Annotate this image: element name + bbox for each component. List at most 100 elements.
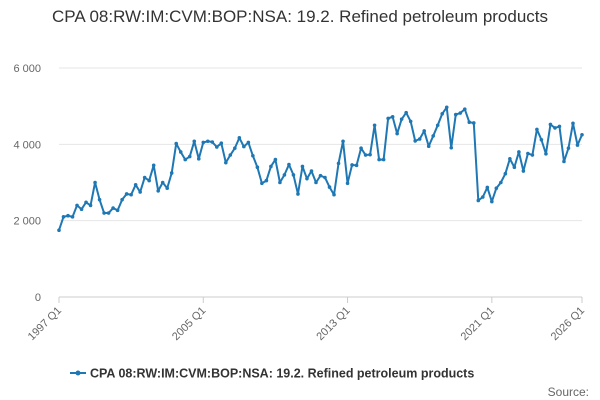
data-point[interactable] xyxy=(363,153,368,157)
data-point[interactable] xyxy=(512,165,517,170)
data-point[interactable] xyxy=(233,146,237,150)
data-point[interactable] xyxy=(102,211,106,215)
data-point[interactable] xyxy=(273,157,278,162)
data-point[interactable] xyxy=(106,211,111,215)
data-point[interactable] xyxy=(440,112,445,116)
data-point[interactable] xyxy=(133,182,138,187)
data-point[interactable] xyxy=(453,112,458,117)
data-point[interactable] xyxy=(237,136,242,140)
data-point[interactable] xyxy=(386,116,390,121)
data-point[interactable] xyxy=(192,139,197,144)
data-point[interactable] xyxy=(260,181,264,186)
data-point[interactable] xyxy=(61,215,66,219)
data-point[interactable] xyxy=(485,185,490,190)
data-point[interactable] xyxy=(395,131,399,136)
data-point[interactable] xyxy=(431,134,436,138)
data-point[interactable] xyxy=(426,144,431,149)
data-point[interactable] xyxy=(490,199,494,204)
data-point[interactable] xyxy=(246,140,251,145)
data-point[interactable] xyxy=(390,115,395,119)
data-point[interactable] xyxy=(566,146,571,150)
data-point[interactable] xyxy=(327,185,332,189)
data-point[interactable] xyxy=(278,180,282,185)
data-point[interactable] xyxy=(526,151,530,156)
data-point[interactable] xyxy=(350,163,354,167)
data-point[interactable] xyxy=(129,192,133,197)
data-point[interactable] xyxy=(580,132,584,137)
data-point[interactable] xyxy=(354,163,359,168)
data-point[interactable] xyxy=(530,153,535,157)
data-point[interactable] xyxy=(251,153,255,158)
data-point[interactable] xyxy=(408,119,413,124)
data-point[interactable] xyxy=(224,160,228,165)
data-point[interactable] xyxy=(296,192,300,196)
data-point[interactable] xyxy=(359,146,363,150)
data-point[interactable] xyxy=(187,154,192,159)
data-point[interactable] xyxy=(467,120,472,124)
data-point[interactable] xyxy=(458,111,463,115)
data-point[interactable] xyxy=(314,180,318,185)
data-point[interactable] xyxy=(517,150,521,154)
data-point[interactable] xyxy=(417,137,422,141)
data-point[interactable] xyxy=(422,129,426,133)
data-point[interactable] xyxy=(196,157,201,161)
data-point[interactable] xyxy=(368,152,372,157)
data-point[interactable] xyxy=(282,173,287,177)
data-point[interactable] xyxy=(462,107,467,112)
data-point[interactable] xyxy=(79,207,84,212)
data-point[interactable] xyxy=(341,139,345,144)
data-point[interactable] xyxy=(84,200,88,205)
data-point[interactable] xyxy=(242,144,246,149)
data-point[interactable] xyxy=(381,157,386,162)
data-point[interactable] xyxy=(535,127,539,132)
data-point[interactable] xyxy=(210,140,215,144)
data-point[interactable] xyxy=(435,123,440,128)
data-point[interactable] xyxy=(66,213,70,218)
data-point[interactable] xyxy=(169,171,174,175)
data-point[interactable] xyxy=(503,171,508,176)
data-point[interactable] xyxy=(377,157,381,162)
data-point[interactable] xyxy=(345,181,350,186)
data-point[interactable] xyxy=(174,141,179,146)
data-point[interactable] xyxy=(219,141,224,145)
data-point[interactable] xyxy=(494,186,499,191)
data-point[interactable] xyxy=(93,180,97,185)
data-point[interactable] xyxy=(332,192,336,197)
data-point[interactable] xyxy=(557,124,562,129)
data-point[interactable] xyxy=(562,159,566,164)
data-point[interactable] xyxy=(178,150,183,154)
data-point[interactable] xyxy=(269,164,273,169)
data-point[interactable] xyxy=(571,121,575,126)
data-point[interactable] xyxy=(404,110,408,115)
data-point[interactable] xyxy=(115,208,120,213)
data-point[interactable] xyxy=(372,123,377,128)
data-point[interactable] xyxy=(471,121,476,125)
data-point[interactable] xyxy=(138,190,142,194)
data-point[interactable] xyxy=(287,162,291,167)
data-point[interactable] xyxy=(575,143,580,147)
data-point[interactable] xyxy=(160,180,165,185)
legend[interactable]: CPA 08:RW:IM:CVM:BOP:NSA: 19.2. Refined … xyxy=(70,367,474,381)
data-point[interactable] xyxy=(521,169,526,173)
data-point[interactable] xyxy=(291,173,296,177)
data-point[interactable] xyxy=(124,192,129,196)
data-point[interactable] xyxy=(215,145,219,149)
data-point[interactable] xyxy=(499,180,503,185)
data-point[interactable] xyxy=(165,186,170,191)
data-point[interactable] xyxy=(111,206,115,210)
data-point[interactable] xyxy=(323,175,327,180)
data-point[interactable] xyxy=(228,153,233,157)
data-point[interactable] xyxy=(183,157,188,162)
data-point[interactable] xyxy=(481,195,485,199)
data-point[interactable] xyxy=(444,105,449,110)
data-point[interactable] xyxy=(318,173,323,178)
data-point[interactable] xyxy=(120,197,124,202)
data-point[interactable] xyxy=(544,152,548,156)
data-point[interactable] xyxy=(508,157,512,161)
data-point[interactable] xyxy=(70,215,75,219)
data-point[interactable] xyxy=(476,198,481,203)
data-point[interactable] xyxy=(75,203,79,208)
data-point[interactable] xyxy=(151,163,156,168)
data-point[interactable] xyxy=(553,126,557,130)
data-point[interactable] xyxy=(264,178,269,183)
